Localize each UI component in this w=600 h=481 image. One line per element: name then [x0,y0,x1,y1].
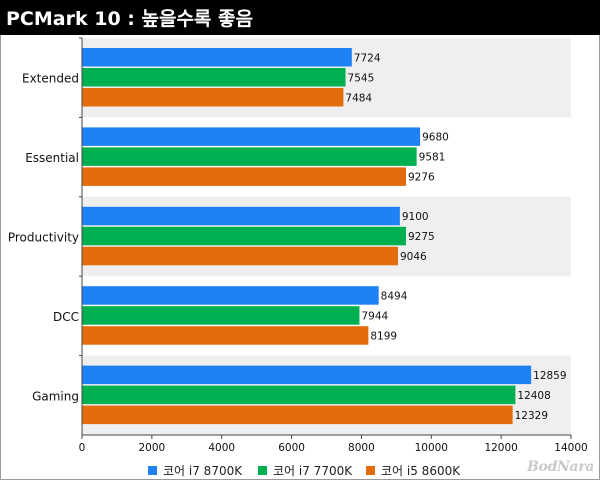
legend-label-3: 코어 i5 8600K [381,464,461,478]
bar [82,206,400,226]
bar [82,326,369,345]
data-label: 9581 [419,152,446,164]
legend-label-2: 코어 i7 7700K [273,464,353,478]
bar [82,147,417,166]
data-label: 12408 [517,390,550,402]
legend-item-2: 코어 i7 7700K [258,462,352,479]
bodnara-watermark-logo: BodNara [527,459,595,475]
bar [82,48,352,67]
x-tick-label: 10000 [415,442,448,454]
x-tick-label: 8000 [348,442,375,454]
category-label: Gaming [32,389,79,403]
x-tick-label: 6000 [278,442,305,454]
category-label: Productivity [8,231,79,245]
category-label: Essential [25,151,79,165]
x-tick-label: 14000 [554,442,587,454]
data-label: 9275 [408,231,435,243]
x-tick-label: 2000 [138,442,165,454]
data-label: 12859 [533,370,566,382]
x-tick-label: 0 [79,442,86,454]
data-label: 12329 [515,410,548,422]
data-label: 7944 [361,310,388,322]
data-label: 7724 [354,52,381,64]
bar [82,68,346,87]
legend-item-3: 코어 i5 8600K [366,462,460,479]
data-label: 8494 [381,290,408,302]
legend-swatch-2 [258,466,267,475]
bar [82,88,344,107]
bar [82,385,516,405]
bar [82,365,532,385]
bar [82,306,360,325]
data-label: 8199 [370,330,397,342]
data-label: 7545 [348,72,375,84]
chart-title: PCMark 10 : 높을수록 좋음 [6,8,253,30]
bar [82,127,421,146]
data-label: 9680 [422,132,449,144]
data-label: 9100 [402,211,429,223]
x-tick-label: 4000 [208,442,235,454]
bar [82,167,406,186]
legend-item-1: 코어 i7 8700K [148,462,242,479]
title-bar: PCMark 10 : 높을수록 좋음 [0,0,600,35]
bar [82,405,513,425]
x-tick-label: 12000 [484,442,517,454]
bar [82,286,379,305]
data-label: 9046 [400,251,427,263]
category-label: DCC [53,310,79,324]
category-label: Extended [22,72,79,86]
legend: 코어 i7 8700K 코어 i7 7700K 코어 i5 8600K [0,462,600,478]
legend-swatch-1 [148,466,157,475]
data-label: 9276 [408,172,435,184]
bar [82,226,406,246]
bar [82,246,398,266]
data-label: 7484 [345,92,372,104]
legend-label-1: 코어 i7 8700K [163,464,243,478]
legend-swatch-3 [366,466,375,475]
